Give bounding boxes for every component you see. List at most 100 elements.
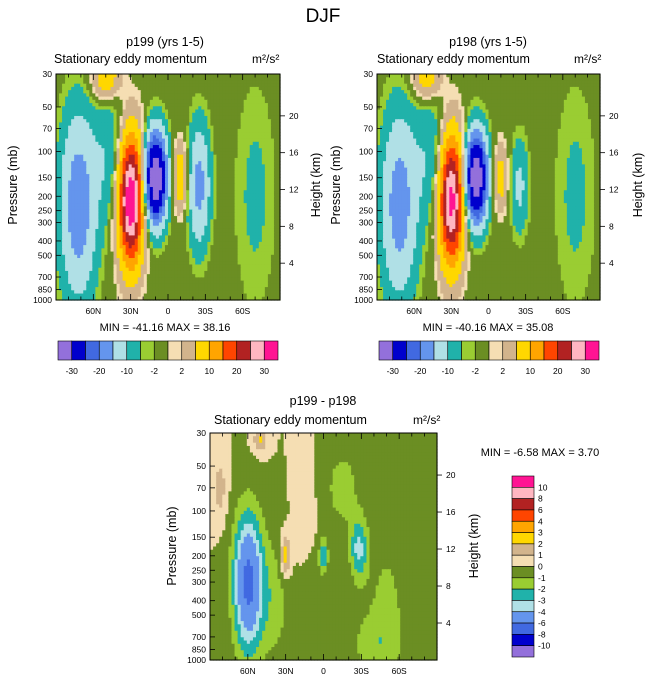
- contour-cell: [77, 112, 81, 117]
- contour-cell: [201, 141, 205, 146]
- contour-cell: [149, 138, 154, 143]
- contour-cell: [225, 138, 230, 143]
- contour-cell: [171, 125, 175, 130]
- contour-cell: [101, 77, 106, 82]
- contour-cell: [104, 157, 109, 162]
- contour-cell: [231, 132, 236, 136]
- contour-cell: [140, 93, 145, 98]
- contour-cell: [89, 141, 93, 146]
- contour-cell: [98, 106, 103, 111]
- contour-cell: [110, 145, 115, 149]
- contour-cell: [107, 93, 112, 98]
- contour-cell: [59, 106, 63, 111]
- contour-cell: [174, 145, 178, 149]
- contour-cell: [240, 106, 245, 111]
- contour-cell: [122, 74, 127, 78]
- contour-cell: [98, 128, 103, 133]
- contour-cell: [228, 80, 233, 85]
- contour-cell: [237, 80, 242, 85]
- contour-cell: [180, 132, 184, 136]
- contour-cell: [222, 125, 227, 130]
- contour-cell: [240, 86, 245, 91]
- contour-cell: [68, 103, 72, 107]
- contour-cell: [122, 99, 127, 104]
- contour-cell: [195, 106, 199, 111]
- contour-cell: [86, 86, 90, 91]
- contour-cell: [180, 106, 184, 111]
- contour-cell: [68, 151, 72, 156]
- contour-cell: [228, 122, 233, 127]
- contour-cell: [59, 103, 63, 107]
- contour-cell: [71, 106, 75, 111]
- contour-cell: [137, 141, 142, 146]
- contour-cell: [131, 90, 136, 94]
- contour-cell: [119, 141, 124, 146]
- contour-cell: [89, 112, 93, 117]
- contour-cell: [171, 145, 175, 149]
- contour-cell: [258, 93, 263, 98]
- contour-cell: [89, 145, 93, 149]
- contour-cell: [267, 151, 272, 156]
- contour-cell: [198, 90, 202, 94]
- contour-cell: [65, 96, 69, 101]
- contour-cell: [113, 157, 118, 162]
- contour-cell: [270, 122, 275, 127]
- contour-cell: [186, 141, 190, 146]
- contour-cell: [86, 122, 90, 127]
- contour-cell: [201, 99, 205, 104]
- contour-cell: [131, 86, 136, 91]
- contour-cell: [155, 90, 160, 94]
- contour-cell: [228, 106, 233, 111]
- contour-cell: [222, 115, 227, 120]
- contour-cell: [219, 93, 224, 98]
- contour-cell: [195, 86, 199, 91]
- contour-cell: [107, 145, 112, 149]
- contour-cell: [255, 90, 260, 94]
- contour-cell: [273, 141, 278, 146]
- contour-cell: [68, 132, 72, 136]
- contour-cell: [95, 161, 99, 165]
- contour-cell: [192, 106, 196, 111]
- contour-cell: [89, 122, 93, 127]
- contour-cell: [59, 115, 63, 120]
- contour-cell: [183, 99, 187, 104]
- contour-cell: [180, 161, 184, 165]
- contour-cell: [125, 74, 130, 78]
- contour-cell: [174, 80, 178, 85]
- contour-cell: [59, 96, 63, 101]
- contour-cell: [86, 96, 90, 101]
- contour-cell: [195, 132, 199, 136]
- contour-cell: [74, 122, 78, 127]
- contour-cell: [161, 141, 166, 146]
- contour-cell: [122, 86, 127, 91]
- contour-cell: [56, 112, 60, 117]
- contour-cell: [116, 135, 121, 140]
- contour-cell: [161, 132, 166, 136]
- contour-cell: [207, 148, 211, 153]
- contour-cell: [171, 119, 175, 124]
- contour-cell: [249, 157, 254, 162]
- contour-cell: [86, 80, 90, 85]
- contour-cell: [234, 96, 239, 101]
- contour-cell: [216, 115, 221, 120]
- contour-cell: [134, 90, 139, 94]
- contour-cell: [65, 148, 69, 153]
- contour-cell: [189, 148, 193, 153]
- contour-cell: [59, 74, 63, 78]
- contour-cell: [240, 148, 245, 153]
- contour-cell: [246, 106, 251, 111]
- contour-cell: [222, 122, 227, 127]
- contour-cell: [186, 96, 190, 101]
- contour-cell: [213, 109, 218, 114]
- contour-cell: [183, 128, 187, 133]
- contour-cell: [98, 80, 103, 85]
- contour-cell: [207, 93, 211, 98]
- contour-cell: [92, 90, 96, 94]
- contour-cell: [207, 109, 211, 114]
- contour-cell: [201, 132, 205, 136]
- contour-cell: [201, 154, 205, 159]
- contour-cell: [195, 128, 199, 133]
- contour-cell: [222, 106, 227, 111]
- contour-cell: [174, 99, 178, 104]
- contour-cell: [95, 145, 99, 149]
